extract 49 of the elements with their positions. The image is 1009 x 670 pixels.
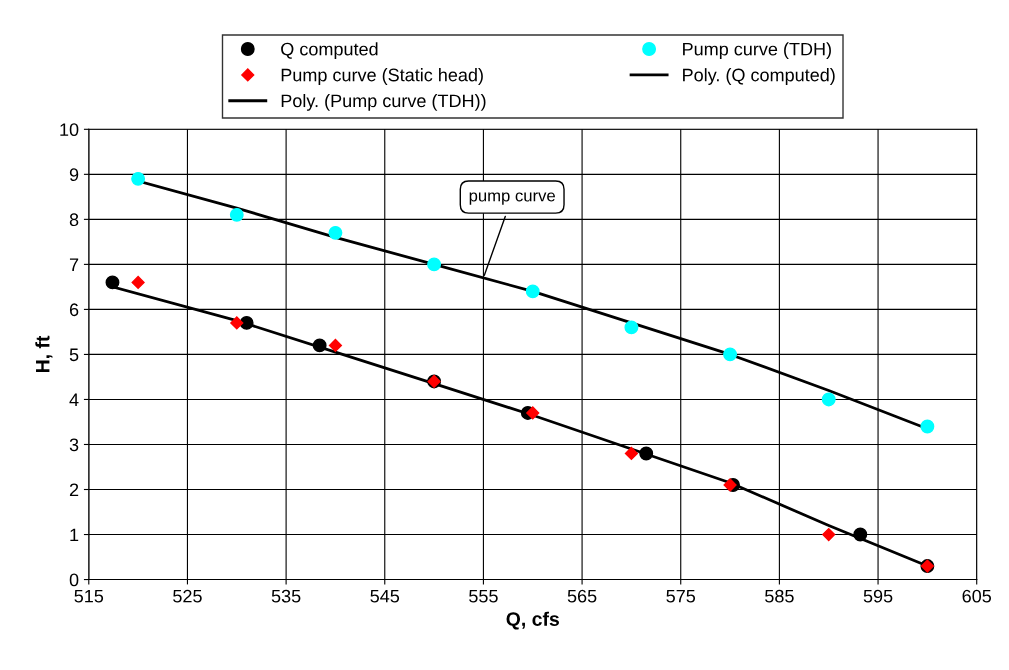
- y-axis-title: H, ft: [35, 335, 53, 373]
- point: [229, 207, 244, 222]
- x-tick-label: 565: [567, 589, 597, 603]
- point: [821, 392, 836, 407]
- point: [853, 527, 868, 542]
- y-tick-label: 6: [69, 303, 79, 317]
- y-tick-label: 1: [70, 528, 79, 542]
- legend-label: Pump curve (Static head): [281, 68, 483, 85]
- y-tick-label: 9: [69, 168, 79, 182]
- point: [525, 284, 540, 299]
- point: [131, 171, 146, 186]
- x-tick-label: 595: [863, 589, 893, 603]
- point: [822, 527, 836, 542]
- point: [624, 446, 638, 461]
- x-tick-label: 575: [666, 589, 696, 603]
- point: [312, 338, 327, 353]
- point: [723, 347, 738, 362]
- annotation: pump curve: [469, 192, 555, 205]
- x-tick-label: 515: [74, 589, 104, 603]
- y-tick-label: 5: [69, 348, 79, 362]
- x-tick-label: 555: [469, 589, 498, 603]
- point: [328, 225, 343, 240]
- y-tick-label: 2: [69, 483, 79, 497]
- y-tick-label: 4: [69, 393, 79, 406]
- y-tick-label: 0: [69, 573, 79, 587]
- point: [230, 316, 244, 330]
- x-tick-label: 535: [271, 589, 301, 603]
- y-tick-label: 10: [60, 123, 79, 137]
- point: [526, 406, 540, 420]
- x-tick-label: 605: [962, 589, 992, 603]
- point: [639, 446, 654, 461]
- point: [239, 315, 254, 330]
- x-tick-label: 585: [765, 589, 794, 603]
- point: [328, 338, 343, 353]
- point: [131, 275, 145, 289]
- legend-label: Poly. (Pump curve (TDH)): [281, 93, 486, 111]
- point: [920, 419, 935, 434]
- y-tick-label: 3: [69, 438, 79, 452]
- x-tick-label: 525: [173, 589, 202, 603]
- legend-label: Pump curve (TDH): [683, 42, 831, 60]
- point: [427, 257, 442, 272]
- x-tick-label: 545: [370, 589, 400, 603]
- legend-label: Q computed: [281, 42, 378, 60]
- point: [105, 275, 120, 290]
- y-tick-label: 8: [69, 213, 79, 227]
- point: [624, 320, 639, 335]
- x-axis-title: Q, cfs: [506, 611, 559, 630]
- y-tick-label: 7: [69, 258, 79, 271]
- legend-label: Poly. (Q computed): [683, 68, 835, 85]
